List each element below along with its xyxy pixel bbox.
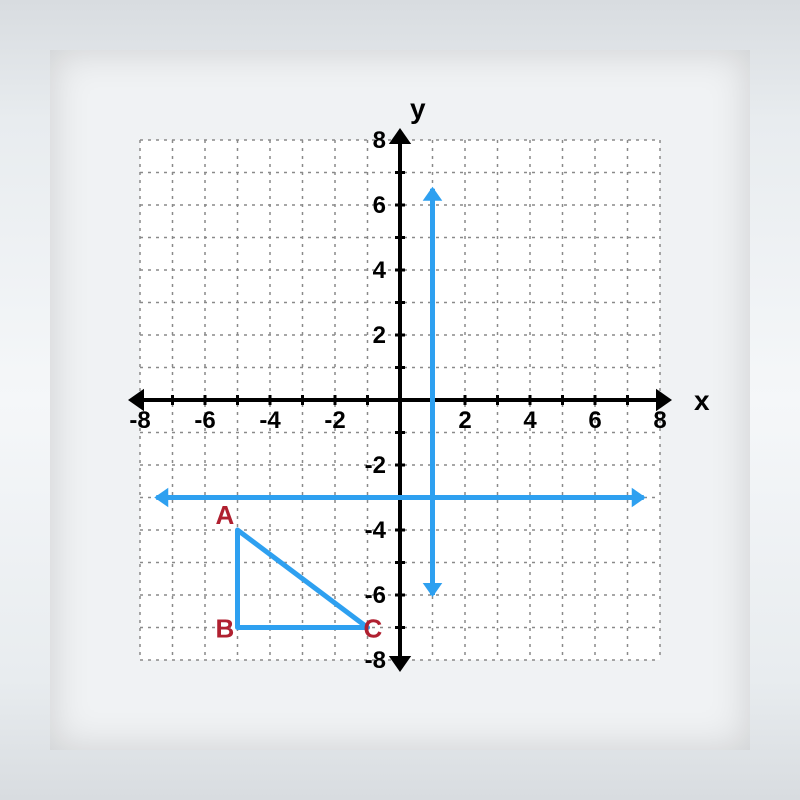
arrowhead-icon: [389, 128, 411, 144]
x-axis-label: x: [694, 385, 710, 416]
y-tick-label: 8: [373, 127, 386, 154]
y-tick-label: -2: [365, 452, 386, 479]
triangle-point-label: B: [216, 614, 235, 644]
photo-frame: -8 -6 -4 -2 2 4 6 8 -8 -6 -4 -2 2 4 6 8 x y A B C: [50, 50, 750, 750]
y-axis-label: y: [410, 93, 426, 124]
x-tick-label: -4: [259, 407, 281, 434]
coordinate-plane: -8 -6 -4 -2 2 4 6 8 -8 -6 -4 -2 2 4 6 8 x y A B C: [90, 90, 710, 710]
triangle-point-label: C: [364, 614, 383, 644]
triangle-point-label: A: [216, 500, 235, 530]
chart-container: -8 -6 -4 -2 2 4 6 8 -8 -6 -4 -2 2 4 6 8 x y A B C: [90, 90, 710, 710]
y-tick-label: 6: [373, 192, 386, 219]
y-tick-label: 4: [373, 257, 387, 284]
x-tick-label: 6: [588, 407, 601, 434]
x-tick-label: -6: [194, 407, 215, 434]
x-tick-label: 8: [653, 407, 666, 434]
x-tick-label: 2: [458, 407, 471, 434]
y-tick-label: -8: [365, 647, 386, 674]
x-tick-label: -8: [129, 407, 150, 434]
x-tick-label: -2: [324, 407, 345, 434]
y-tick-label: -6: [365, 582, 386, 609]
arrowhead-icon: [389, 656, 411, 672]
y-tick-label: -4: [365, 517, 387, 544]
x-tick-label: 4: [523, 407, 537, 434]
y-tick-label: 2: [373, 322, 386, 349]
